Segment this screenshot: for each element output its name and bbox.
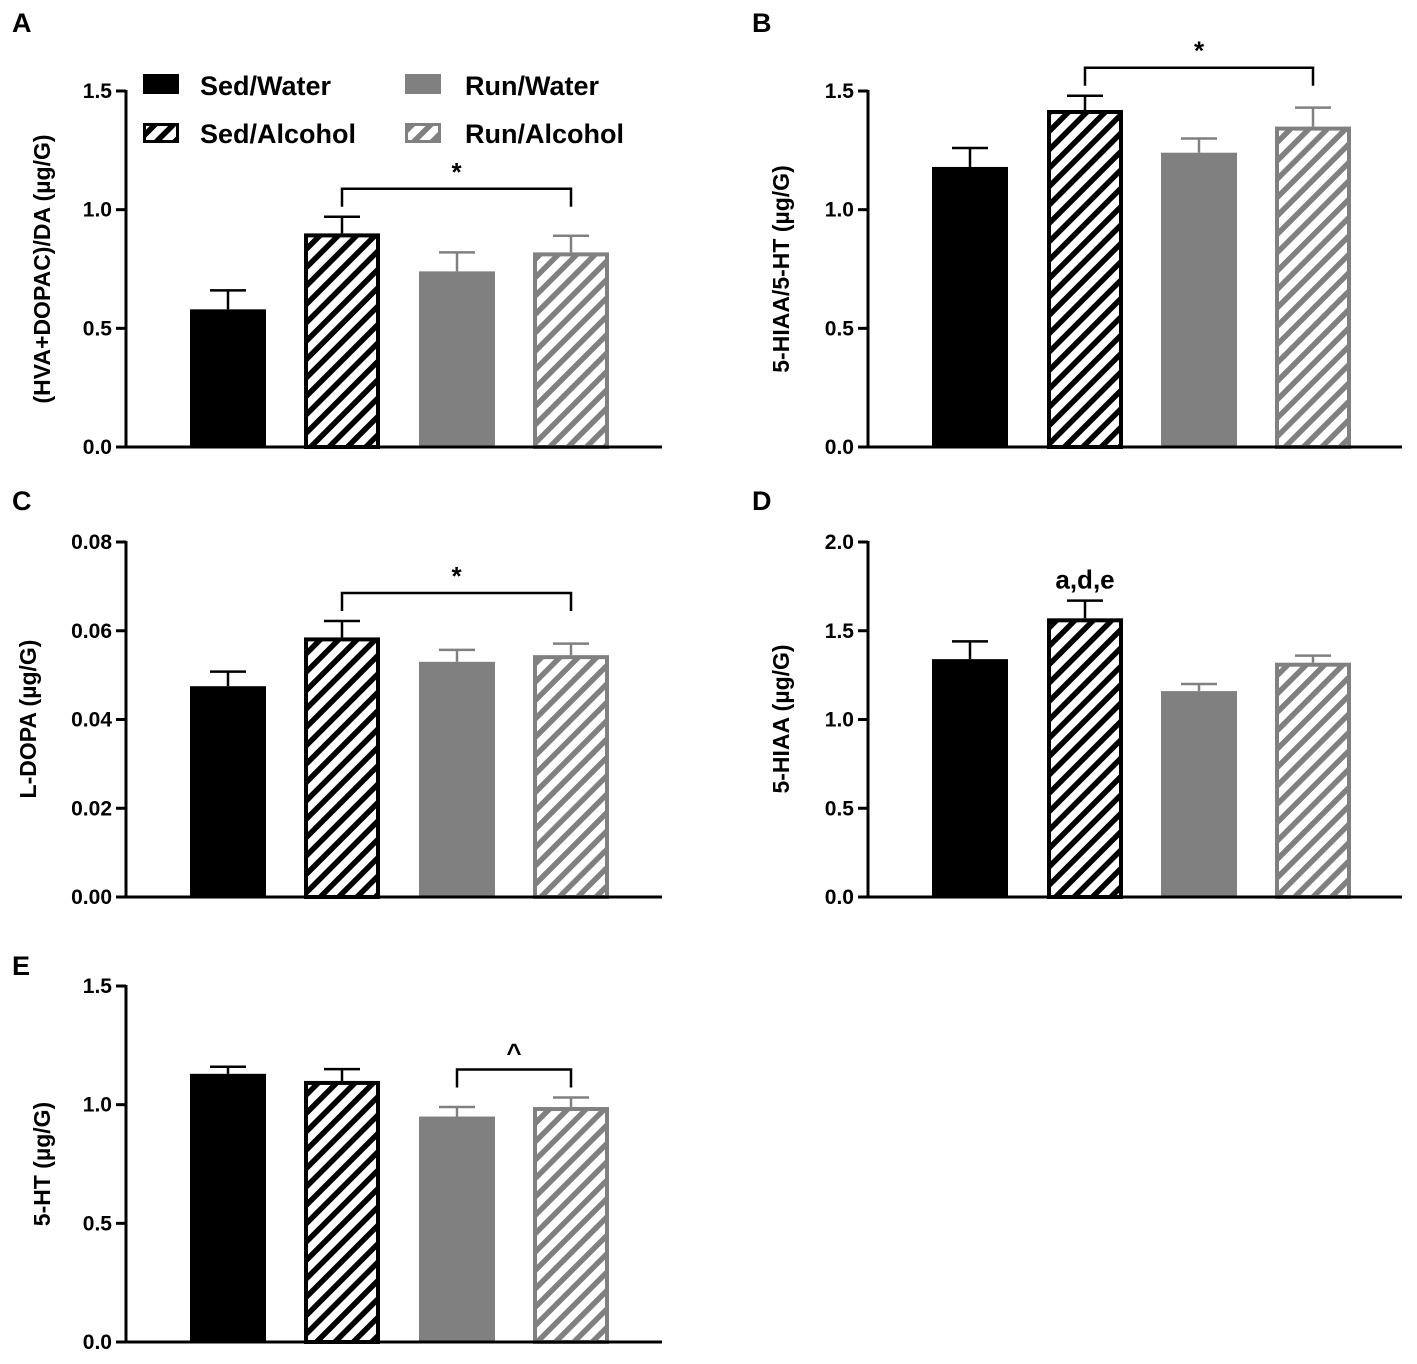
- bar-run-alcohol: [533, 1107, 609, 1345]
- y-tick-label: 0.5: [825, 317, 855, 340]
- bar-run-water: [419, 271, 495, 447]
- significance-label: *: [451, 157, 462, 187]
- bar-run-alcohol: [533, 252, 609, 449]
- y-tick-label: 0.5: [83, 1212, 113, 1235]
- legend-swatch-sed-alcohol: [143, 123, 179, 143]
- significance-bracket: [1083, 66, 1315, 86]
- y-tick-label: 0.5: [825, 797, 855, 820]
- legend-label-sed-alcohol: Sed/Alcohol: [200, 119, 356, 149]
- significance-bracket: [340, 591, 573, 611]
- bar-sed-water: [190, 1073, 266, 1342]
- bar-run-alcohol: [1275, 126, 1351, 449]
- panel-letter-d: D: [752, 486, 772, 516]
- panel-letter-b: B: [752, 8, 772, 38]
- significance-label: *: [1194, 36, 1205, 66]
- y-tick-label: 1.5: [825, 620, 855, 643]
- bar-sed-water: [190, 309, 266, 447]
- panel-letter-c: C: [12, 486, 32, 516]
- bar-sed-water: [932, 659, 1008, 897]
- y-tick-label: 0.0: [825, 886, 854, 909]
- y-axis-label: 5-HIAA (µg/G): [768, 644, 794, 793]
- y-tick-label: 0.00: [71, 886, 112, 909]
- legend-swatch-run-alcohol: [405, 123, 441, 143]
- bar-sed-water: [932, 166, 1008, 448]
- significance-bracket: [340, 187, 573, 207]
- y-axis-label: 5-HT (µg/G): [29, 1102, 55, 1226]
- y-tick-label: 2.0: [825, 531, 854, 554]
- significance-bracket: [455, 1068, 573, 1088]
- y-tick-label: 0.0: [83, 436, 112, 459]
- bar-run-water: [1161, 691, 1237, 897]
- y-tick-label: 0.0: [825, 436, 854, 459]
- y-tick-label: 1.0: [83, 199, 112, 222]
- y-tick-label: 1.5: [825, 80, 855, 103]
- y-tick-label: 1.0: [83, 1094, 112, 1117]
- y-axis-label: L-DOPA (µg/G): [15, 640, 41, 799]
- legend-item-sed-alcohol: Sed/Alcohol: [143, 119, 356, 149]
- bar-run-water: [1161, 152, 1237, 447]
- y-axis-label: (HVA+DOPAC)/DA (µg/G): [29, 134, 55, 403]
- bar-sed-alcohol: [304, 1080, 380, 1345]
- legend-item-run-alcohol: Run/Alcohol: [405, 119, 624, 149]
- y-tick-label: 1.0: [825, 199, 854, 222]
- bar-run-alcohol: [1275, 662, 1351, 900]
- panel-d: D 5-HIAA (µg/G) 0.0 0.5 1.0 1.5 2.0 a,d,e: [752, 486, 1402, 909]
- y-tick-label: 0.06: [71, 620, 112, 643]
- panel-letter-e: E: [12, 951, 30, 981]
- y-tick-label: 1.0: [825, 709, 854, 732]
- panel-b: B 5-HIAA/5-HT (µg/G) 0.0 0.5 1.0 1.5 *: [752, 8, 1402, 459]
- y-tick-label: 1.5: [83, 80, 113, 103]
- bar-annotation: a,d,e: [1055, 565, 1114, 595]
- legend-swatch-run-water: [405, 74, 441, 94]
- y-tick-label: 0.5: [83, 317, 113, 340]
- panel-letter-a: A: [12, 8, 32, 38]
- bar-run-water: [419, 1116, 495, 1342]
- legend: Sed/Water Run/Water Sed/Alcohol Run/Alco…: [143, 71, 624, 149]
- bar-sed-alcohol: [1047, 109, 1123, 449]
- panel-c: C L-DOPA (µg/G) 0.00 0.02 0.04 0.06 0.08 *: [12, 486, 662, 909]
- y-tick-label: 0.02: [71, 797, 112, 820]
- legend-swatch-sed-water: [143, 74, 179, 94]
- y-tick-label: 0.04: [71, 709, 112, 732]
- bar-sed-water: [190, 686, 266, 897]
- y-tick-label: 1.5: [83, 975, 113, 998]
- panel-e: E 5-HT (µg/G) 0.0 0.5 1.0 1.5 ^: [12, 951, 662, 1354]
- significance-label: ^: [506, 1038, 521, 1068]
- bar-run-water: [419, 661, 495, 897]
- y-tick-label: 0.0: [83, 1331, 112, 1354]
- bar-sed-alcohol: [304, 637, 380, 899]
- significance-label: *: [451, 561, 462, 591]
- legend-label-run-water: Run/Water: [465, 71, 599, 101]
- panel-a: A (HVA+DOPAC)/DA (µg/G) 0.0 0.5 1.0 1.5 *: [12, 8, 662, 459]
- y-axis-label: 5-HIAA/5-HT (µg/G): [768, 165, 794, 372]
- legend-item-sed-water: Sed/Water: [143, 71, 332, 101]
- legend-label-run-alcohol: Run/Alcohol: [465, 119, 624, 149]
- legend-item-run-water: Run/Water: [405, 71, 599, 101]
- bar-sed-alcohol: [304, 233, 380, 449]
- bar-run-alcohol: [533, 655, 609, 899]
- legend-label-sed-water: Sed/Water: [200, 71, 332, 101]
- bar-sed-alcohol: [1047, 618, 1123, 899]
- y-tick-label: 0.08: [71, 531, 112, 554]
